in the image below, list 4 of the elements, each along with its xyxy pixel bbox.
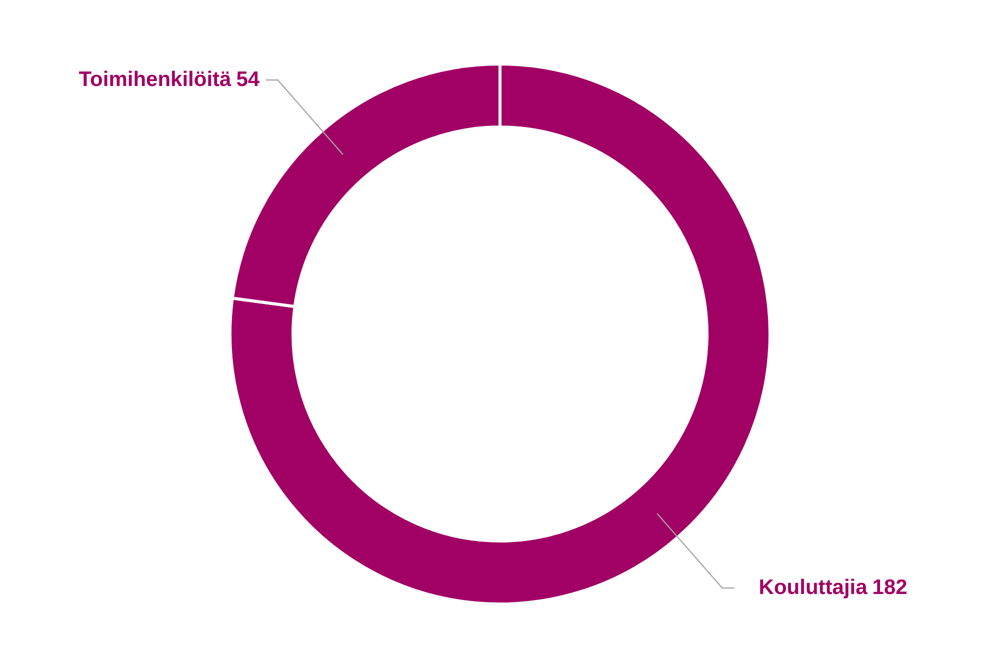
slice-label: Kouluttajia (758, 576, 868, 599)
slice-label: Toimihenkilöitä (78, 68, 232, 92)
data-label: 54 (236, 68, 260, 92)
data-label: 182 (872, 576, 908, 599)
